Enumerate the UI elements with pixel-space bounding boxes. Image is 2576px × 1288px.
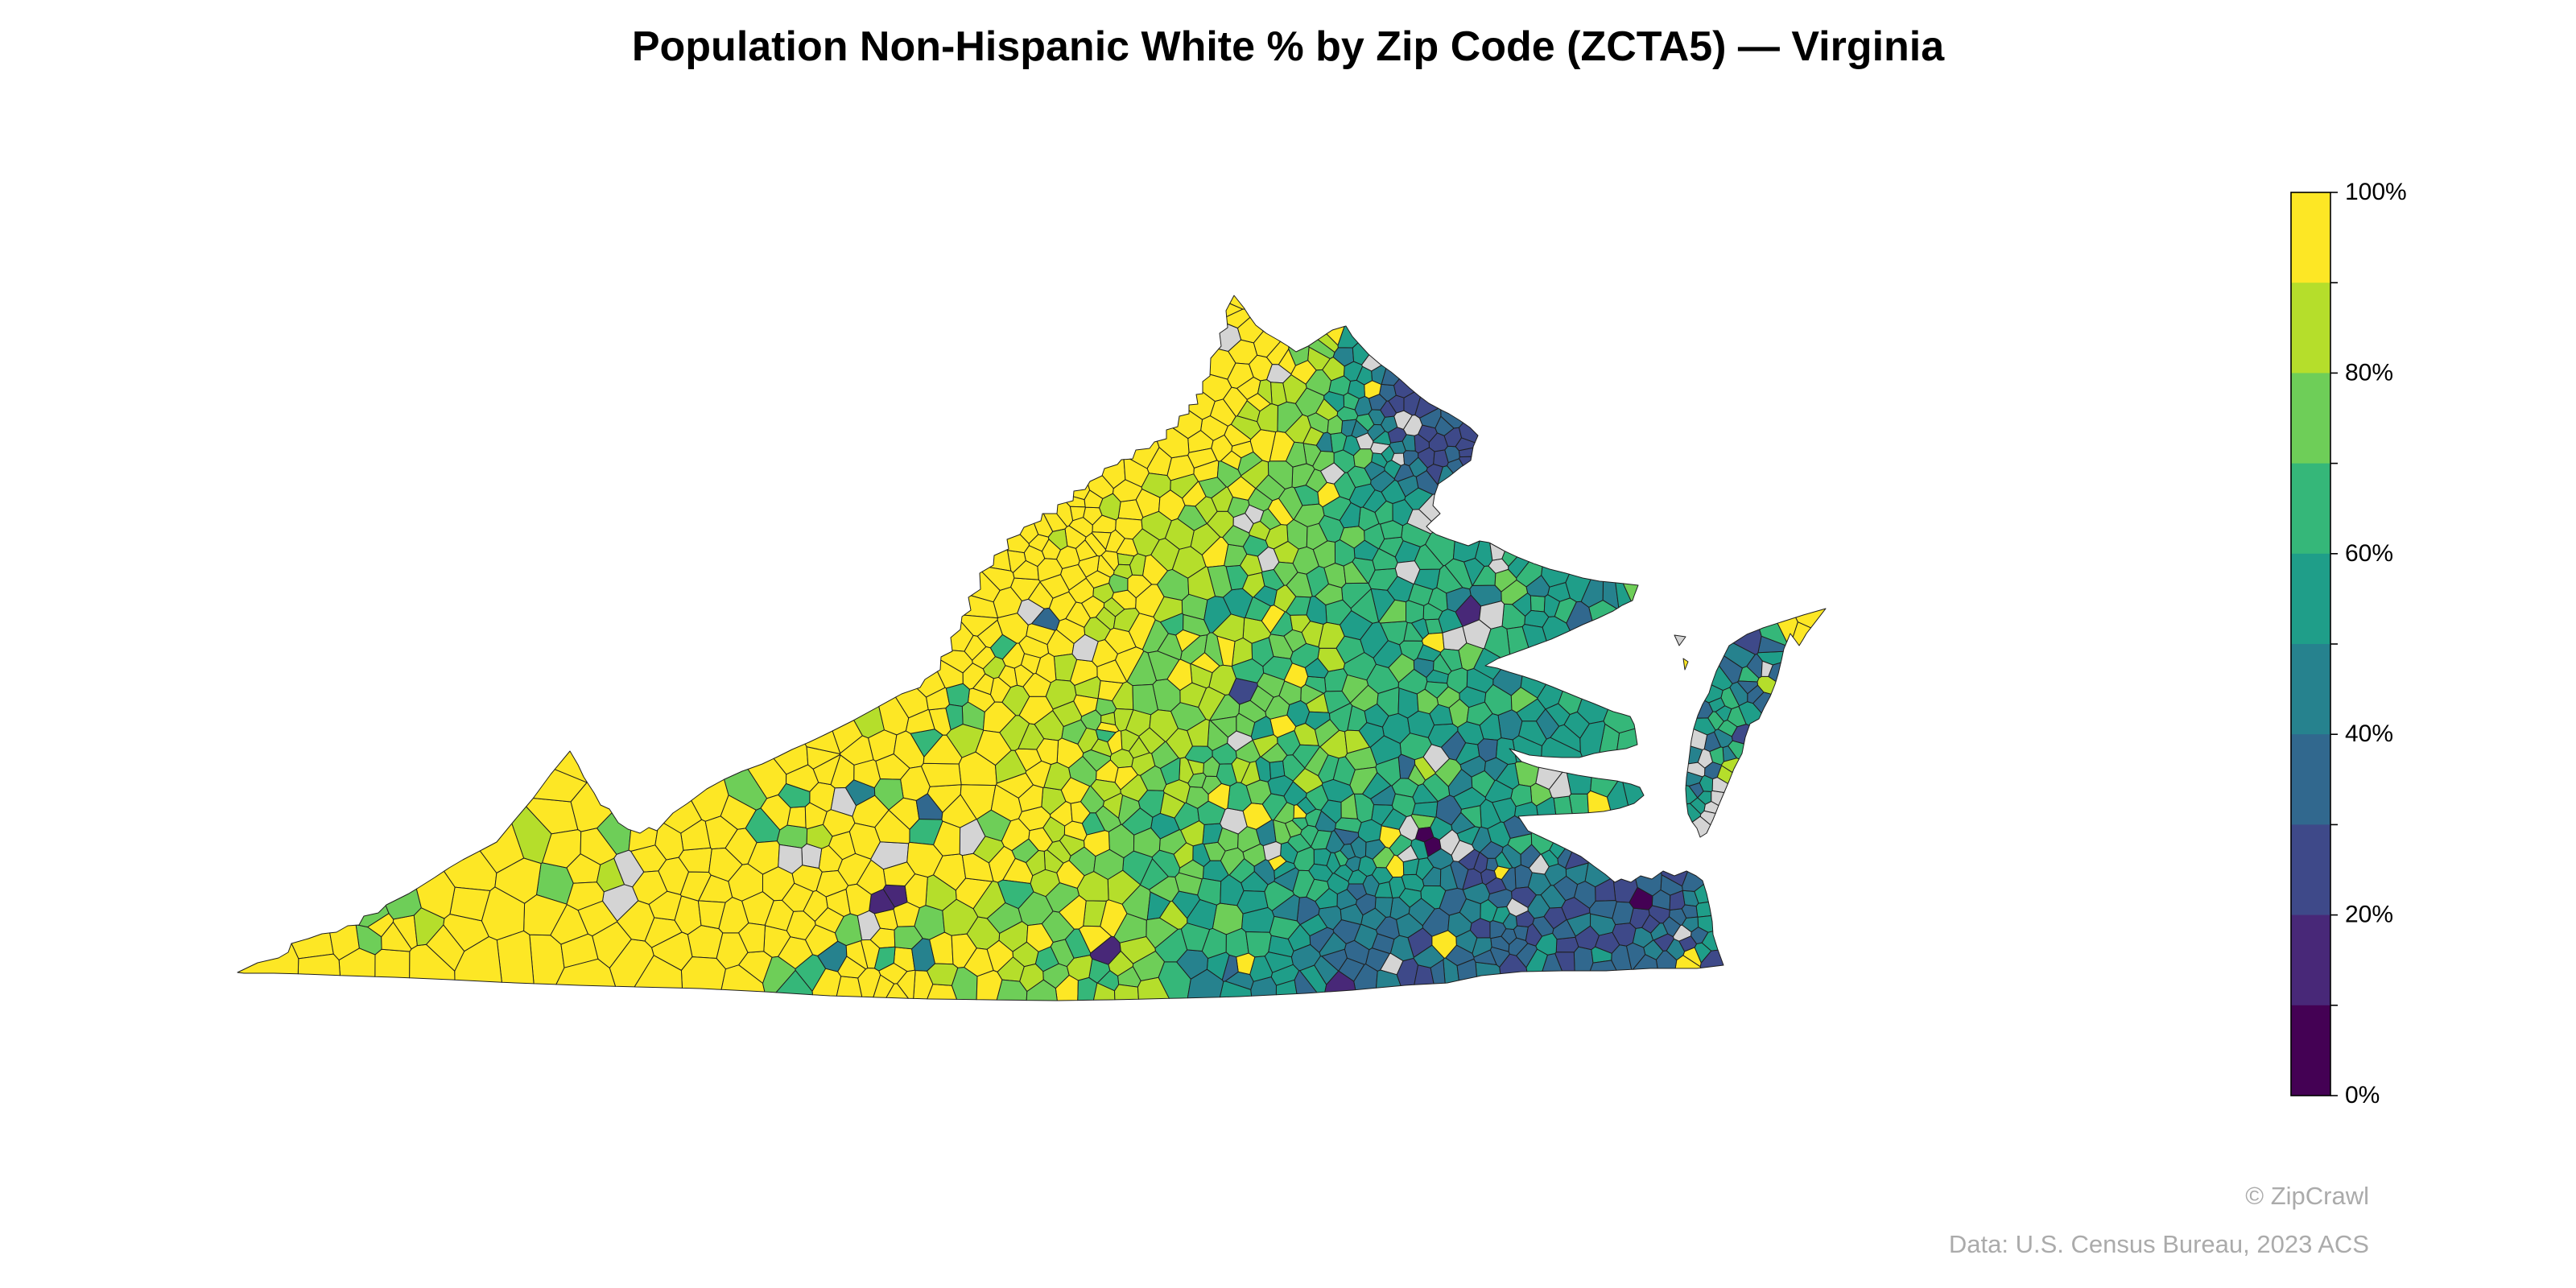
svg-text:40%: 40% [2345,720,2393,747]
svg-text:20%: 20% [2345,902,2393,928]
svg-text:100%: 100% [2345,179,2407,205]
svg-text:0%: 0% [2345,1082,2380,1108]
svg-text:80%: 80% [2345,359,2393,386]
svg-text:60%: 60% [2345,540,2393,567]
